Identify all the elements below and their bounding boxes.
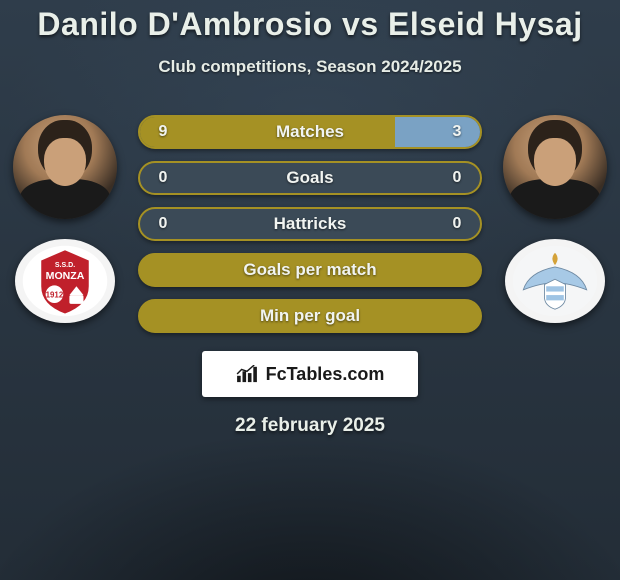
stat-bar-min_per_goal: Min per goal (138, 299, 482, 333)
club-right-badge (505, 239, 605, 323)
stat-value-right: 0 (434, 215, 480, 233)
right-column (500, 115, 610, 333)
stat-bar-goals_per_match: Goals per match (138, 253, 482, 287)
comparison-content: S.S.D. MONZA 1912 9Matches30Goals00Hattr… (0, 115, 620, 333)
stat-label: Goals (186, 168, 434, 188)
stat-label: Matches (186, 122, 434, 142)
stat-bar-matches: 9Matches3 (138, 115, 482, 149)
svg-text:MONZA: MONZA (46, 270, 85, 282)
stat-label: Goals per match (186, 260, 434, 280)
svg-text:S.S.D.: S.S.D. (55, 262, 75, 269)
club-right-crest-icon (511, 239, 599, 323)
watermark-badge: FcTables.com (202, 351, 418, 397)
stat-label: Min per goal (186, 306, 434, 326)
stat-value-right: 3 (434, 123, 480, 141)
stat-bars: 9Matches30Goals00Hattricks0Goals per mat… (138, 115, 482, 333)
club-left-crest-icon: S.S.D. MONZA 1912 (21, 239, 109, 323)
comparison-date: 22 february 2025 (0, 415, 620, 437)
watermark-text: FcTables.com (266, 364, 385, 385)
stat-label: Hattricks (186, 214, 434, 234)
stat-value-right: 0 (434, 169, 480, 187)
club-left-badge: S.S.D. MONZA 1912 (15, 239, 115, 323)
stat-bar-goals: 0Goals0 (138, 161, 482, 195)
bars-icon (236, 365, 258, 383)
left-column: S.S.D. MONZA 1912 (10, 115, 120, 333)
stat-value-left: 9 (140, 123, 186, 141)
player-left-avatar (13, 115, 117, 219)
player-right-avatar (503, 115, 607, 219)
stat-value-left: 0 (140, 169, 186, 187)
page-subtitle: Club competitions, Season 2024/2025 (0, 57, 620, 77)
page-title: Danilo D'Ambrosio vs Elseid Hysaj (0, 0, 620, 43)
stat-bar-hattricks: 0Hattricks0 (138, 207, 482, 241)
stat-value-left: 0 (140, 215, 186, 233)
svg-text:1912: 1912 (46, 291, 64, 300)
